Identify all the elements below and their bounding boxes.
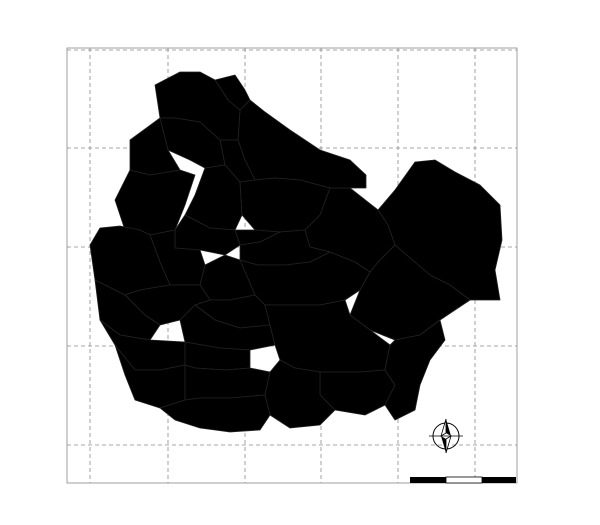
comuna-melipeuco [349, 244, 471, 341]
comuna-curarrehue [384, 319, 446, 421]
legend-colorbar [536, 232, 558, 348]
scale-segment [445, 476, 483, 484]
north-arrow-icon [429, 418, 463, 454]
scale-segment [482, 477, 516, 483]
legend [536, 232, 558, 348]
comuna-loncoche [159, 394, 271, 433]
comuna-victoria [239, 177, 331, 233]
scale-segment [410, 477, 446, 483]
comuna-villarrica [264, 359, 336, 429]
scale-bar [410, 476, 516, 484]
comuna-gorbea [184, 364, 271, 401]
